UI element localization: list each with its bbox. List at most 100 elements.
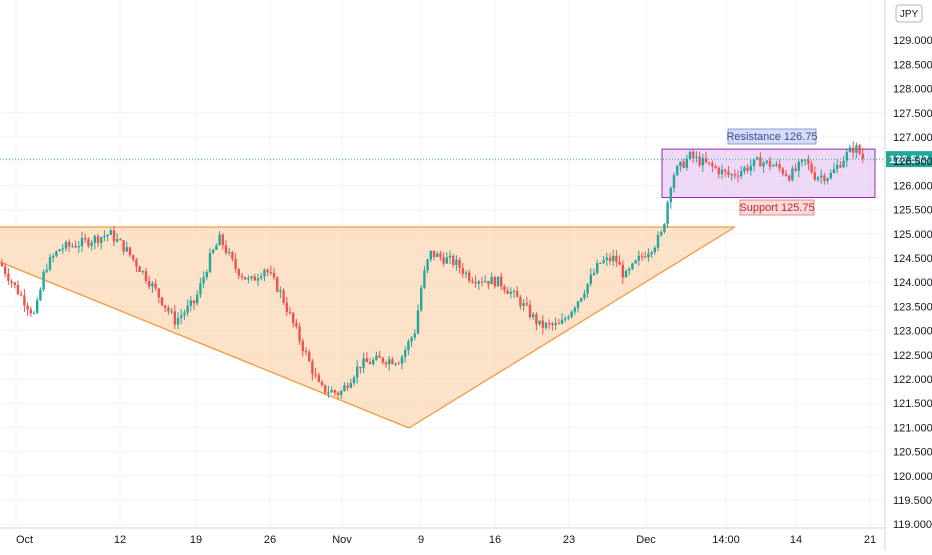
candle-body xyxy=(762,162,765,167)
candle-body xyxy=(436,253,439,258)
candle-body xyxy=(612,255,615,262)
candle-body xyxy=(106,234,109,237)
y-tick-label: 128.500 xyxy=(893,59,932,71)
candle-body xyxy=(343,385,346,392)
candle-body xyxy=(135,259,138,267)
candle-body xyxy=(317,375,320,382)
candle-body xyxy=(682,161,685,168)
candle-body xyxy=(10,280,13,283)
currency-badge[interactable] xyxy=(895,4,923,23)
candle-body xyxy=(359,366,362,368)
candle-body xyxy=(26,305,29,310)
candle-body xyxy=(605,257,608,261)
last-price-tag xyxy=(886,151,932,168)
candle-body xyxy=(410,337,413,342)
candle-body xyxy=(839,165,842,168)
candle-body xyxy=(455,259,458,266)
candle-body xyxy=(656,235,660,248)
candle-body xyxy=(378,355,381,358)
candle-body xyxy=(196,294,199,304)
y-tick-label: 124.500 xyxy=(893,253,932,265)
candle-body xyxy=(375,355,378,360)
candle-body xyxy=(848,147,852,153)
candle-body xyxy=(711,162,714,167)
y-tick-label: 122.000 xyxy=(893,374,932,386)
candle-body xyxy=(128,247,132,256)
triangle-pattern-fill xyxy=(0,227,735,428)
candle-body xyxy=(676,166,679,176)
candle-body xyxy=(298,326,301,342)
candle-body xyxy=(404,349,407,357)
support-tag[interactable] xyxy=(739,199,815,216)
candle-body xyxy=(592,272,596,275)
candle-body xyxy=(189,300,192,306)
candle-body xyxy=(381,357,384,363)
y-tick-label: 129.000 xyxy=(893,35,932,47)
y-tick-label: 125.000 xyxy=(893,229,932,241)
candle-body xyxy=(288,311,292,313)
candle-body xyxy=(221,234,224,246)
x-tick-label: Nov xyxy=(332,534,352,546)
candle-body xyxy=(471,280,474,283)
candle-body xyxy=(461,268,464,274)
candle-body xyxy=(784,173,788,176)
candle-body xyxy=(730,174,733,176)
candle-body xyxy=(474,282,477,284)
candle-body xyxy=(234,259,237,270)
candle-body xyxy=(439,253,442,258)
resistance-tag[interactable] xyxy=(727,128,817,145)
candle-body xyxy=(346,385,349,388)
candle-body xyxy=(756,157,759,160)
candle-body xyxy=(660,232,663,236)
candle-body xyxy=(420,287,423,311)
candle-body xyxy=(778,164,781,169)
candle-body xyxy=(84,237,87,240)
candle-body xyxy=(199,283,202,295)
candle-body xyxy=(720,169,724,175)
candle-body xyxy=(36,300,39,313)
candle-body xyxy=(807,159,810,165)
candle-body xyxy=(487,280,490,285)
candle-body xyxy=(733,174,736,176)
candle-body xyxy=(23,295,26,306)
candle-body xyxy=(573,307,576,312)
candle-body xyxy=(391,359,394,365)
candle-body xyxy=(247,278,250,280)
candle-body xyxy=(519,297,522,306)
candle-body xyxy=(240,275,244,278)
candle-body xyxy=(154,283,157,289)
candle-body xyxy=(423,270,426,288)
candle-body xyxy=(599,262,602,264)
candle-body xyxy=(701,157,704,166)
candle-body xyxy=(96,236,100,243)
candle-body xyxy=(490,276,493,285)
candle-body xyxy=(564,318,567,320)
candle-body xyxy=(119,239,122,241)
candle-body xyxy=(768,160,772,167)
candle-body xyxy=(16,285,20,295)
candle-body xyxy=(442,257,445,264)
candle-body xyxy=(250,276,253,279)
x-tick-label: 16 xyxy=(489,534,501,546)
candle-body xyxy=(384,362,388,365)
candle-body xyxy=(820,175,823,178)
candle-body xyxy=(804,159,807,161)
candle-body xyxy=(432,250,436,258)
y-tick-label: 128.000 xyxy=(893,84,932,96)
y-tick-label: 121.500 xyxy=(893,398,932,410)
candle-body xyxy=(752,159,756,166)
candle-body xyxy=(640,255,644,257)
x-tick-label: 19 xyxy=(190,534,202,546)
candle-body xyxy=(554,323,557,326)
candle-body xyxy=(637,255,640,261)
candle-body xyxy=(535,314,538,325)
candle-body xyxy=(231,252,234,260)
candle-body xyxy=(330,390,333,393)
candle-body xyxy=(125,247,128,252)
candle-body xyxy=(93,236,96,243)
last-price-label: 126.543 xyxy=(889,154,929,166)
candle-body xyxy=(365,358,368,363)
y-tick-label: 126.500 xyxy=(893,156,932,168)
candle-body xyxy=(596,263,599,273)
candle-body xyxy=(269,271,272,273)
